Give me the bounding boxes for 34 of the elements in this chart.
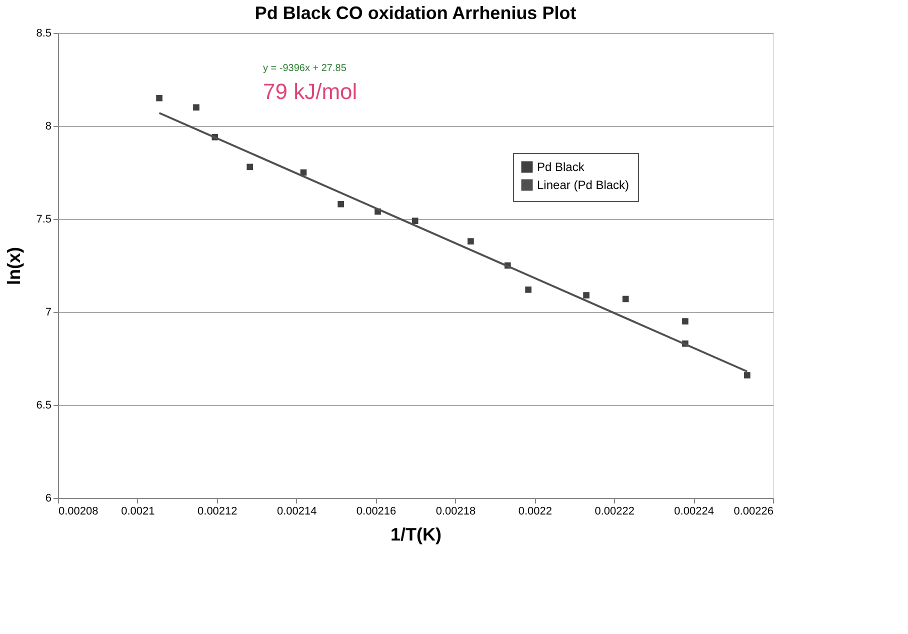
annotation: 79 kJ/mol <box>263 79 358 104</box>
x-tick-label: 0.00208 <box>58 506 98 518</box>
point <box>338 200 344 208</box>
y-tick-label: 7 <box>45 306 52 318</box>
x-tick-label: 0.00218 <box>436 506 476 518</box>
x-tick-label: 0.00224 <box>674 506 714 518</box>
point <box>744 372 750 378</box>
point <box>193 104 200 111</box>
point <box>682 318 688 324</box>
y-tick-label: 8 <box>45 120 52 132</box>
legend-label: Pd Black <box>537 160 586 174</box>
y-tick-label: 6 <box>45 492 52 504</box>
x-tick-label: 0.0022 <box>518 506 552 518</box>
y-tick-label: 8.5 <box>36 28 52 40</box>
annotation: y = -9396x + 27.85 <box>263 63 347 74</box>
chart-title: Pd Black CO oxidation Arrhenius Plot <box>254 3 576 23</box>
x-tick-label: 0.00216 <box>356 506 396 518</box>
point <box>622 296 629 302</box>
x-tick-label: 0.00226 <box>734 506 774 518</box>
point <box>525 286 532 293</box>
y-tick-label: 6.5 <box>36 400 52 412</box>
legend-label: Linear (Pd Black) <box>537 178 630 192</box>
x-tick-label: 0.00212 <box>198 506 238 518</box>
point <box>583 292 590 298</box>
point <box>412 218 418 224</box>
point <box>156 94 162 102</box>
x-tick-label: 0.00214 <box>276 506 317 518</box>
x-axis-title: 1/T(K) <box>390 524 442 544</box>
x-tick-label: 0.0021 <box>121 506 155 518</box>
x-tick-label: 0.00222 <box>594 506 634 518</box>
y-tick-label: 7.5 <box>36 214 52 226</box>
point <box>468 238 474 244</box>
y-axis-title: ln(x) <box>4 247 24 285</box>
point <box>246 164 254 170</box>
